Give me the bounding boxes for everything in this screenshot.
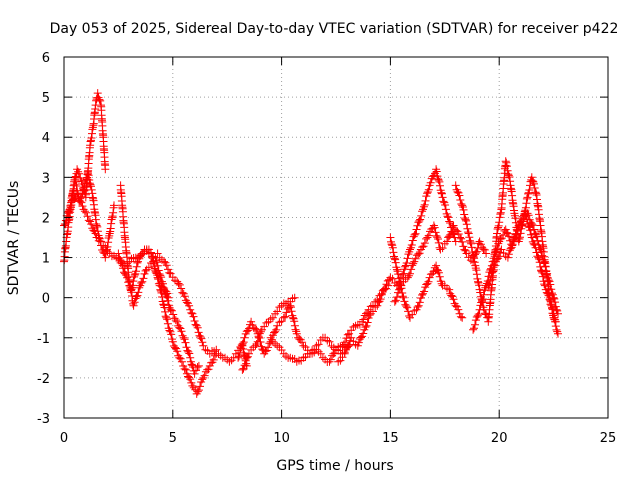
- chart-title: Day 053 of 2025, Sidereal Day-to-day VTE…: [50, 21, 619, 37]
- x-tick-label: 20: [491, 431, 508, 446]
- series-satellite-track-13: [451, 157, 562, 338]
- x-tick-label: 15: [382, 431, 399, 446]
- data-point-markers: [266, 281, 393, 366]
- data-point-markers: [114, 245, 203, 378]
- y-tick-label: 0: [42, 292, 50, 307]
- x-tick-label: 5: [169, 431, 177, 446]
- y-tick-label: -2: [37, 372, 50, 387]
- data-point-markers: [234, 301, 354, 366]
- y-tick-label: 1: [42, 252, 50, 267]
- series-satellite-track-4: [116, 181, 221, 398]
- y-tick-label: 3: [42, 171, 50, 186]
- y-tick-label: -3: [37, 412, 50, 427]
- grid-lines: [64, 57, 608, 418]
- data-point-markers: [238, 293, 299, 374]
- y-tick-label: 5: [42, 91, 50, 106]
- series-satellite-track-6: [153, 249, 251, 370]
- y-tick-label: -1: [37, 332, 50, 347]
- y-tick-label: 4: [42, 131, 50, 146]
- x-tick-label: 0: [60, 431, 68, 446]
- series-satellite-track-3: [60, 189, 173, 302]
- data-point-markers: [153, 249, 251, 370]
- x-tick-label: 25: [600, 431, 617, 446]
- data-point-markers: [451, 157, 562, 338]
- series-satellite-track-7: [234, 301, 354, 366]
- series-satellite-track-12: [386, 233, 467, 322]
- y-axis-label: SDTVAR / TECUs: [6, 181, 22, 296]
- data-point-markers: [386, 233, 467, 322]
- series-satellite-track-10: [334, 165, 460, 366]
- series-satellite-track-11: [390, 221, 491, 306]
- x-tick-label: 10: [273, 431, 290, 446]
- y-tick-label: 2: [42, 211, 50, 226]
- plot-frame: [63, 56, 609, 419]
- y-tick-labels: -3 -2 -1 0 1 2 3 4 5 6: [37, 51, 50, 427]
- series-satellite-track-5: [114, 245, 203, 378]
- data-series: [60, 89, 562, 398]
- series-satellite-track-15: [484, 209, 562, 318]
- y-tick-label: 6: [42, 51, 50, 66]
- data-point-markers: [334, 165, 460, 366]
- data-point-markers: [484, 209, 562, 318]
- data-point-markers: [390, 221, 491, 306]
- data-point-markers: [60, 189, 173, 302]
- series-satellite-track-9: [266, 281, 393, 366]
- data-point-markers: [116, 181, 221, 398]
- x-axis-label: GPS time / hours: [276, 458, 393, 474]
- x-tick-labels: 0 5 10 15 20 25: [60, 431, 616, 446]
- series-satellite-track-8: [238, 293, 299, 374]
- axis-ticks: [63, 56, 609, 419]
